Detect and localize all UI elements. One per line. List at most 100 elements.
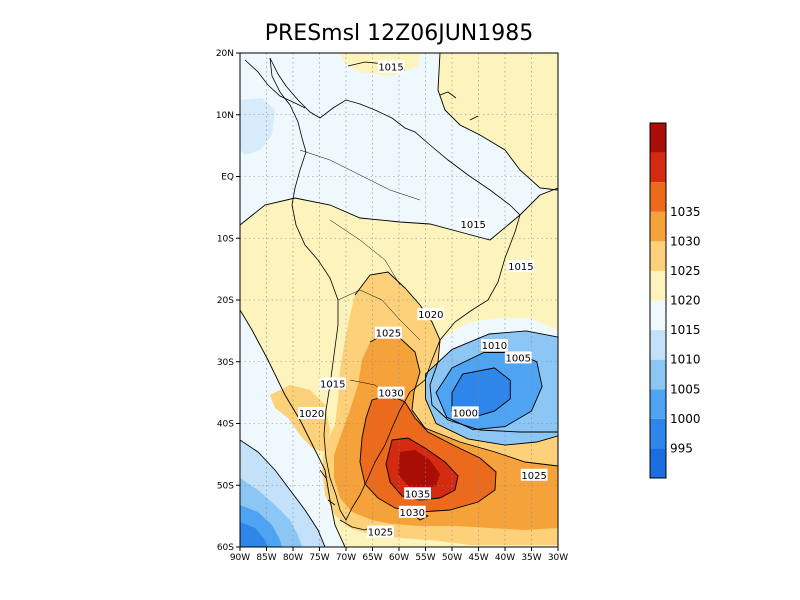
contour-label-text: 1015 xyxy=(460,220,485,231)
contour-label-bg xyxy=(507,260,535,273)
contour-label-text: 1015 xyxy=(320,379,345,390)
contour-label-text: 1005 xyxy=(506,353,531,364)
colorbar-label: 1000 xyxy=(670,412,701,426)
colorbar-swatch xyxy=(650,182,666,212)
contour-1015-north xyxy=(437,53,558,191)
contour-label-bg xyxy=(319,377,347,390)
contour-1020 xyxy=(354,271,558,433)
y-tick-label: 40S xyxy=(217,420,234,430)
x-axis-ticks: 90W 85W 80W 75W 70W 65W 60W 55W 50W 45W 40W 35W 30W xyxy=(230,547,568,563)
colorbar-swatch xyxy=(650,123,666,153)
contour-label: 1020 xyxy=(298,407,325,420)
contour-label: 1035 xyxy=(404,487,431,500)
x-tick-label: 70W xyxy=(336,553,356,563)
colorbar-swatch xyxy=(650,448,666,478)
x-tick-label: 85W xyxy=(256,553,276,563)
contour-label: 1015 xyxy=(377,60,405,74)
colorbar-label: 1035 xyxy=(670,205,701,219)
field-1015-north-east xyxy=(438,53,558,190)
contour-label-bg xyxy=(404,487,431,500)
contour-low-1010 xyxy=(425,330,558,446)
colorbar-label: 1025 xyxy=(670,264,701,278)
colorbar-swatch xyxy=(650,330,666,360)
x-tick-label: 75W xyxy=(309,553,329,563)
contour-label-bg xyxy=(367,525,394,538)
colorbar-label: 1015 xyxy=(670,323,701,337)
contour-label-bg xyxy=(481,339,508,352)
contour-label: 1020 xyxy=(417,308,445,321)
contour-label-text: 1030 xyxy=(400,508,425,519)
contour-label: 1030 xyxy=(398,505,426,519)
colorbar-swatch xyxy=(650,211,666,242)
contour-label-bg xyxy=(377,60,405,73)
field-1040 xyxy=(398,450,440,490)
colorbar: 995 1000 1005 1010 1015 1020 1025 1030 1035 xyxy=(649,122,701,479)
colorbar-frame xyxy=(649,122,667,479)
contour-label: 1005 xyxy=(504,351,532,364)
coastline-central-america xyxy=(244,59,306,109)
contour-label-text: 1025 xyxy=(521,471,546,482)
colorbar-label: 1005 xyxy=(670,382,701,396)
contour-label-text: 1025 xyxy=(368,528,393,539)
x-tick-label: 35W xyxy=(521,553,541,563)
contour-1015-south xyxy=(240,309,346,547)
contour-label-text: 1020 xyxy=(418,310,443,321)
y-tick-label: 10S xyxy=(217,234,234,244)
coastline-south-america xyxy=(269,57,521,521)
contour-label-text: 1010 xyxy=(482,341,507,352)
contour-label-bg xyxy=(520,468,548,481)
map-grid xyxy=(240,53,558,547)
contour-label-bg xyxy=(298,407,325,420)
contour-lines xyxy=(240,53,558,547)
y-tick-label: EQ xyxy=(221,173,234,183)
contour-label-text: 1030 xyxy=(378,389,403,400)
contour-label: 1030 xyxy=(377,386,405,400)
colorbar-swatch xyxy=(650,152,666,183)
contour-low-1000 xyxy=(451,367,511,418)
colorbar-swatch xyxy=(650,359,666,390)
x-tick-label: 65W xyxy=(362,553,382,563)
contour-label-bg xyxy=(398,505,426,518)
y-tick-label: 60S xyxy=(217,543,234,553)
contour-label-text: 1015 xyxy=(378,63,403,74)
x-tick-label: 90W xyxy=(230,553,250,563)
colorbar-swatch xyxy=(650,241,666,271)
colorbar-label: 1010 xyxy=(670,353,701,367)
contour-label: 1025 xyxy=(520,468,548,482)
colorbar-label: 1020 xyxy=(670,294,701,308)
contour-1035 xyxy=(385,437,459,501)
colorbar-swatch xyxy=(650,418,666,449)
x-tick-label: 40W xyxy=(495,553,515,563)
contour-label-text: 1000 xyxy=(453,408,478,419)
contour-1015-main xyxy=(240,187,558,241)
contour-label: 1010 xyxy=(481,339,508,352)
colorbar-swatch xyxy=(650,389,666,419)
contour-label: 1015 xyxy=(507,260,535,273)
colorbar-swatch xyxy=(650,270,666,301)
colorbar-label: 1030 xyxy=(670,234,701,248)
contour-label-bg xyxy=(459,218,487,231)
x-tick-label: 30W xyxy=(548,553,568,563)
field-995-southwest xyxy=(240,522,268,547)
colorbar-label: 995 xyxy=(670,441,693,455)
field-low-1000 xyxy=(452,367,511,418)
x-tick-label: 50W xyxy=(442,553,462,563)
y-tick-label: 20N xyxy=(216,49,234,59)
contour-label-bg xyxy=(451,406,479,419)
contour-label: 1000 xyxy=(451,406,479,419)
contour-label-text: 1020 xyxy=(299,409,324,420)
contour-label-text: 1025 xyxy=(376,329,401,340)
contour-label-bg xyxy=(504,351,532,364)
contour-label: 1015 xyxy=(319,377,347,390)
contour-label-text: 1015 xyxy=(508,262,533,273)
colorbar-swatch xyxy=(650,300,666,331)
contour-label-bg xyxy=(377,386,405,399)
y-tick-label: 30S xyxy=(217,358,234,368)
contour-1030 xyxy=(359,394,497,513)
contour-label-bg xyxy=(375,326,402,339)
y-axis-ticks: 20N 10N EQ 10S 20S 30S 40S 50S 60S xyxy=(216,49,240,553)
contour-label: 1025 xyxy=(367,525,394,539)
